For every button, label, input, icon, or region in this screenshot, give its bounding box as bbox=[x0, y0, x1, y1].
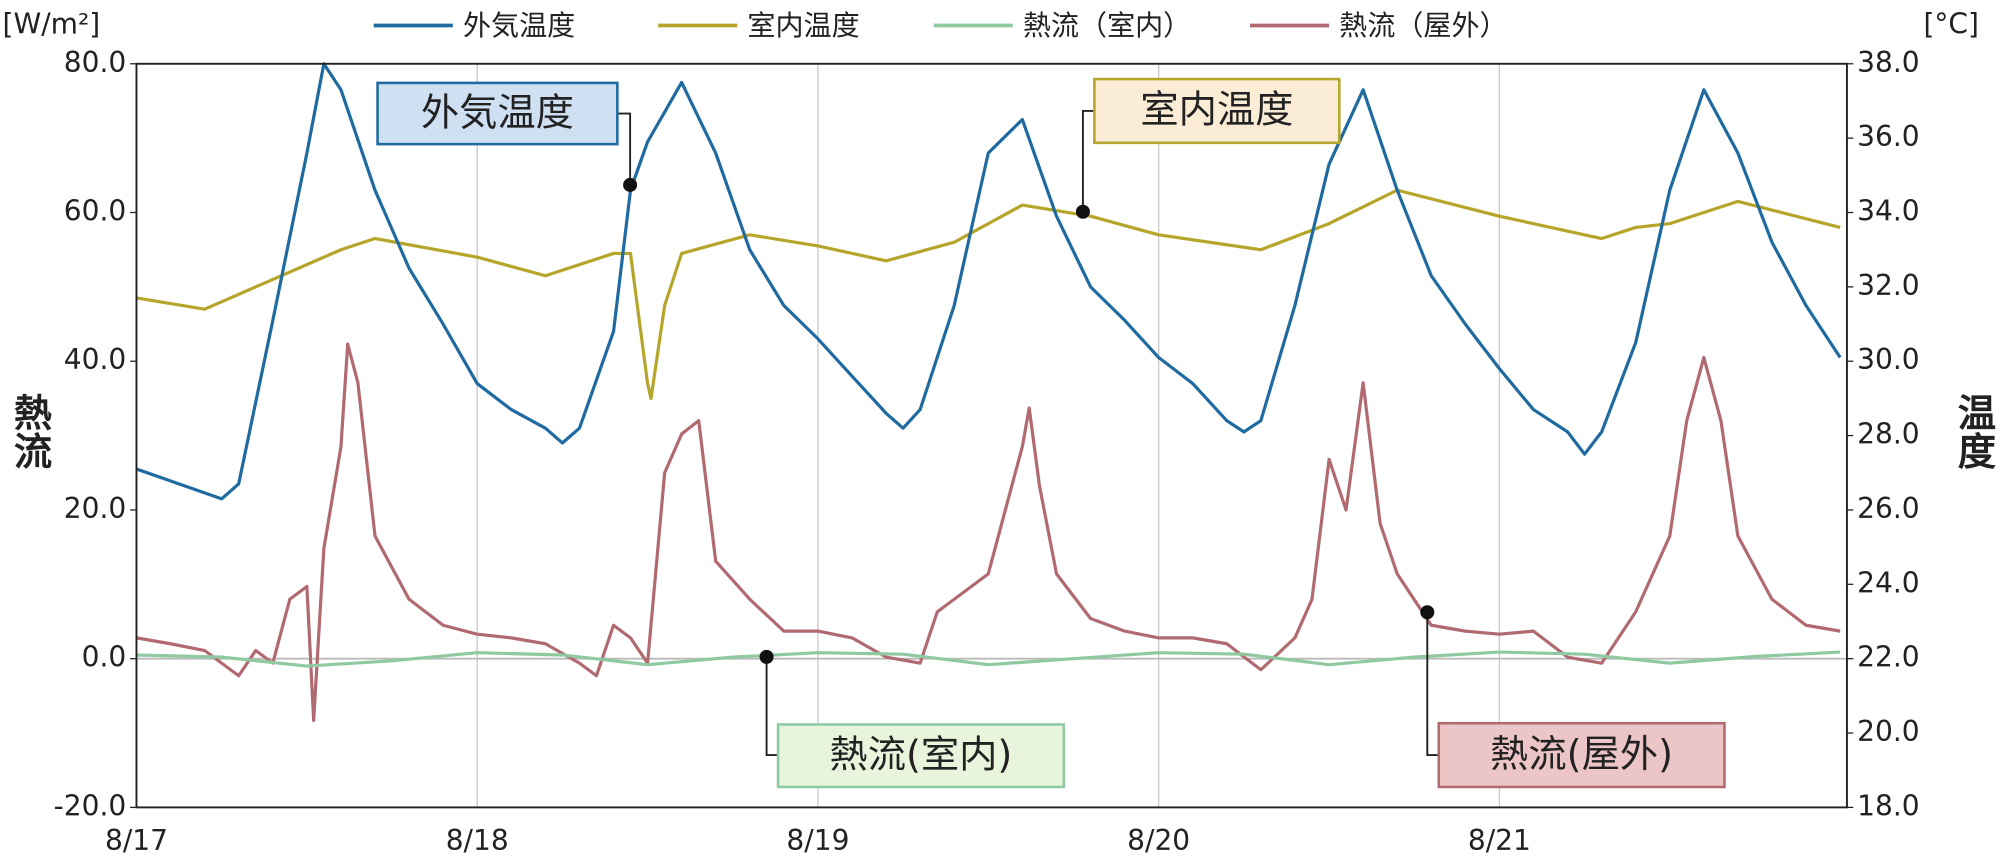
y2-axis-title: 温度 bbox=[1951, 393, 1996, 470]
callout-dot bbox=[759, 649, 774, 664]
callout-leader bbox=[1081, 110, 1095, 212]
callout-label: 熱流(屋外) bbox=[1490, 732, 1673, 777]
callout-dot bbox=[1420, 605, 1435, 620]
series-line bbox=[136, 342, 1841, 723]
y2-tick-label: 26.0 bbox=[1857, 492, 1919, 525]
callout-box bbox=[776, 723, 1066, 789]
y-tick-label: 60.0 bbox=[64, 195, 126, 228]
y2-tick-label: 22.0 bbox=[1857, 641, 1919, 674]
y-tick-label: -20.0 bbox=[54, 789, 127, 822]
callout-box bbox=[1437, 721, 1726, 789]
y2-tick-label: 28.0 bbox=[1857, 418, 1919, 451]
callout-label: 室内温度 bbox=[1140, 88, 1293, 133]
y-tick-label: 0.0 bbox=[82, 641, 127, 674]
legend-label: 熱流（室内） bbox=[1023, 9, 1191, 42]
plot-frame bbox=[135, 62, 1848, 809]
x-tick-label: 8/21 bbox=[1468, 824, 1531, 857]
callout-box bbox=[1093, 77, 1341, 145]
legend-label: 熱流（屋外） bbox=[1339, 9, 1507, 42]
series-line bbox=[136, 188, 1841, 400]
callout-dot bbox=[1075, 204, 1090, 219]
callout-box bbox=[376, 81, 619, 146]
y-tick-label: 80.0 bbox=[64, 46, 126, 79]
x-tick-label: 8/19 bbox=[786, 824, 849, 857]
y2-tick-label: 20.0 bbox=[1857, 715, 1919, 748]
y2-tick-label: 30.0 bbox=[1857, 343, 1919, 376]
callout-label: 外気温度 bbox=[421, 90, 574, 135]
y2-tick-label: 36.0 bbox=[1857, 120, 1919, 153]
x-tick-label: 8/17 bbox=[105, 824, 168, 857]
y-tick-label: 40.0 bbox=[64, 343, 126, 376]
y2-axis-unit: [°C] bbox=[1923, 8, 1979, 41]
y2-tick-label: 18.0 bbox=[1857, 789, 1919, 822]
callout-label: 熱流(室内) bbox=[829, 733, 1012, 778]
callout-leader bbox=[765, 656, 779, 757]
series-line bbox=[136, 650, 1841, 668]
x-tick-label: 8/20 bbox=[1127, 824, 1190, 857]
callout-leader bbox=[1426, 612, 1439, 757]
y2-tick-label: 38.0 bbox=[1857, 46, 1919, 79]
legend-label: 外気温度 bbox=[463, 9, 575, 42]
y2-tick-label: 34.0 bbox=[1857, 195, 1919, 228]
y2-tick-label: 24.0 bbox=[1857, 566, 1919, 599]
x-tick-label: 8/18 bbox=[446, 824, 509, 857]
y-tick-label: 20.0 bbox=[64, 492, 126, 525]
y-axis-unit: [W/m²] bbox=[3, 8, 101, 41]
y-axis-title: 熱流 bbox=[8, 393, 53, 470]
callout-dot bbox=[623, 177, 638, 192]
series-line bbox=[135, 62, 1842, 501]
y2-tick-label: 32.0 bbox=[1857, 269, 1919, 302]
legend-label: 室内温度 bbox=[747, 9, 859, 42]
callout-leader bbox=[617, 112, 632, 185]
